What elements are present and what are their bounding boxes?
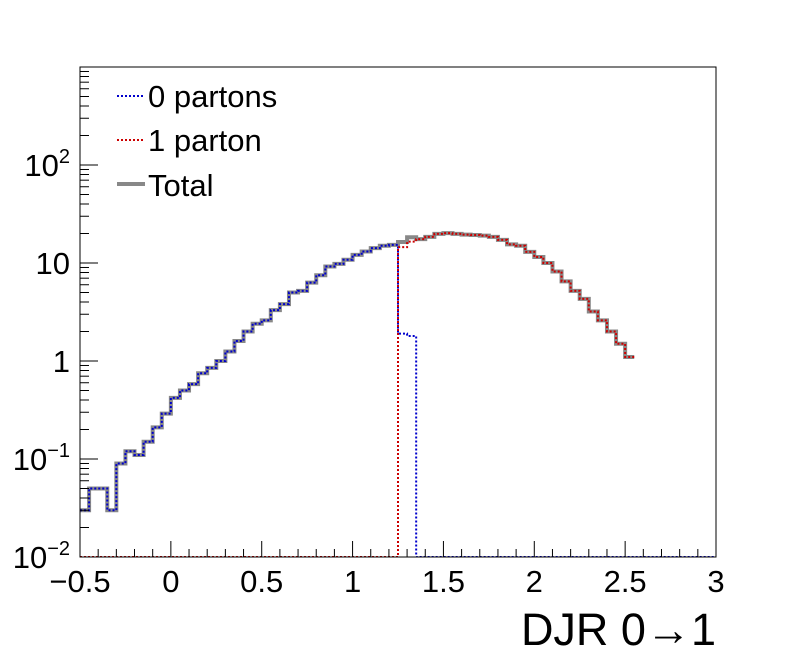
x-tick-label: 1 <box>344 564 361 599</box>
y-tick-label: 1 <box>53 344 70 379</box>
y-tick-label: 102 <box>24 146 70 183</box>
y-tick-label: 10 <box>36 246 70 281</box>
x-tick-label: 0.5 <box>240 564 283 599</box>
x-tick-label: 2.5 <box>604 564 647 599</box>
legend-label-total: Total <box>148 168 213 203</box>
series-1-parton-line <box>80 232 635 557</box>
x-axis-label: DJR 0→1 <box>521 604 716 655</box>
x-tick-label: 3 <box>707 564 724 599</box>
series-total-line <box>80 231 635 513</box>
legend: 0 partons 1 parton Total <box>117 79 277 203</box>
legend-label-1-parton: 1 parton <box>148 123 262 158</box>
y-tick-label: 10−1 <box>13 440 70 477</box>
x-tick-label: 1.5 <box>422 564 465 599</box>
legend-label-0-partons: 0 partons <box>148 79 277 114</box>
x-tick-label: −0.5 <box>49 564 110 599</box>
y-tick-label: 10−2 <box>13 538 70 575</box>
x-tick-label: 0 <box>162 564 179 599</box>
x-tick-label: 2 <box>526 564 543 599</box>
plot-frame <box>79 66 717 558</box>
